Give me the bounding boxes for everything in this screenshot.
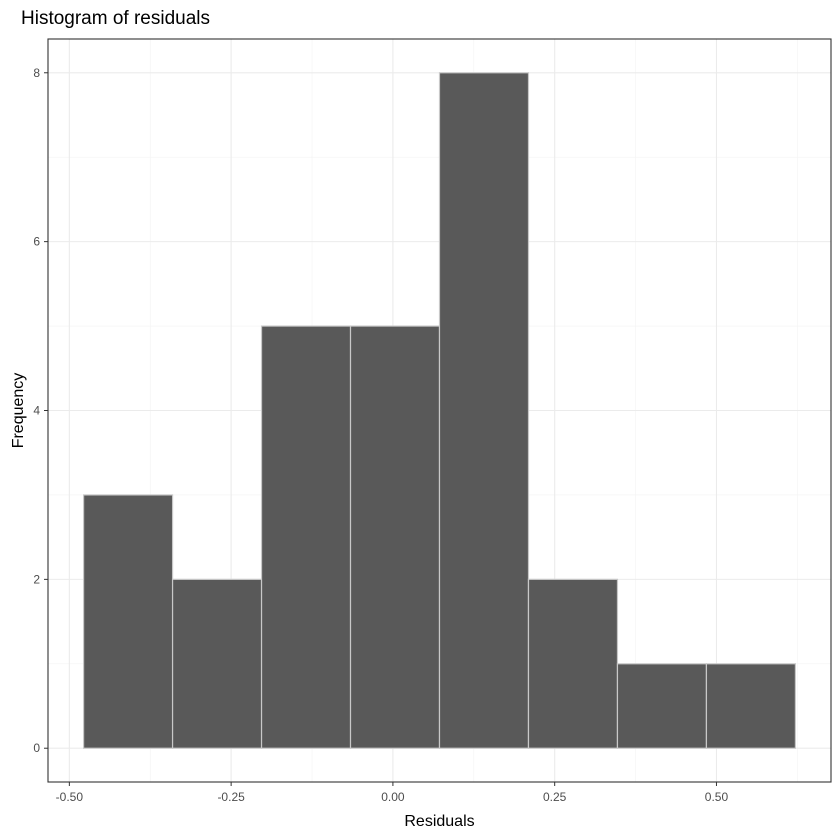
y-tick-label: 6 (33, 235, 40, 249)
y-tick-label: 4 (33, 404, 40, 418)
y-tick-label: 2 (33, 572, 40, 586)
histogram-bar (260, 325, 352, 749)
y-tick-label: 8 (33, 66, 40, 80)
y-tick-label: 0 (33, 741, 40, 755)
x-tick-label: 0.25 (543, 790, 567, 804)
histogram-bar (82, 494, 174, 749)
histogram-bar (705, 663, 797, 749)
x-axis-label: Residuals (404, 813, 474, 830)
histogram-bar (527, 578, 619, 749)
x-tick-label: -0.50 (56, 790, 84, 804)
histogram-bar (438, 72, 530, 749)
histogram-bar (616, 663, 708, 749)
x-tick-label: 0.50 (705, 790, 729, 804)
y-axis-label: Frequency (10, 373, 27, 449)
plot-panel: -0.50 -0.25 0.00 0.25 0.50 0 2 4 6 8 (33, 38, 832, 804)
histogram-bar (171, 578, 263, 749)
chart-title: Histogram of residuals (21, 8, 210, 29)
x-tick-label: 0.00 (381, 790, 405, 804)
histogram-bar (349, 325, 441, 749)
x-tick-label: -0.25 (217, 790, 245, 804)
